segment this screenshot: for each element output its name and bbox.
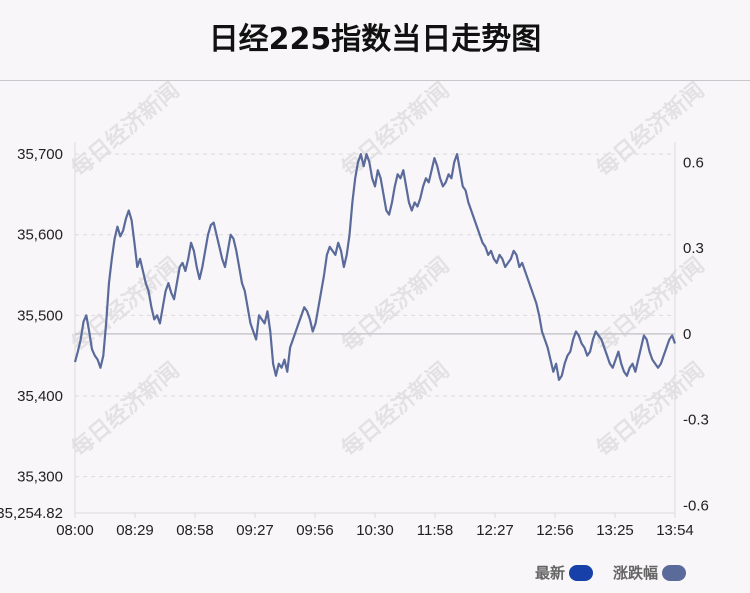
x-tick-label: 08:00 [56,522,94,539]
watermark-text: 每日经济新闻 [67,252,185,357]
y-left-tick-label: 35,300 [17,469,63,486]
y-right-tick-label: 0.6 [683,154,704,171]
title-divider [0,80,750,81]
legend-label-latest: 最新 [534,564,565,582]
legend: 最新 涨跌幅 [535,562,686,583]
watermark-text: 每日经济新闻 [592,252,710,357]
legend-swatch-change [662,564,686,581]
y-right-tick-label: 0 [683,326,691,343]
series-line [73,152,677,381]
watermark-text: 每日经济新闻 [337,357,455,462]
x-tick-label: 08:58 [176,522,214,539]
watermark-text: 每日经济新闻 [592,357,710,462]
watermark-text: 每日经济新闻 [337,252,455,357]
x-tick-label: 08:29 [116,522,154,539]
y-right-tick-label: -0.6 [683,497,709,514]
y-left-tick-label: 35,400 [17,388,63,405]
x-tick-label: 13:25 [596,522,634,539]
x-tick-label: 13:54 [656,522,694,539]
y-left-tick-label: 35,254.82 [0,505,63,522]
watermark-text: 每日经济新闻 [67,77,185,182]
x-tick-label: 11:58 [417,522,453,539]
y-axis-right-ticks: 0.6 0.3 0 -0.3 -0.6 [683,154,709,514]
legend-label-change: 涨跌幅 [612,564,658,582]
y-left-tick-label: 35,600 [17,227,63,244]
chart-title: 日经225指数当日走势图 [208,22,542,57]
x-tick-label: 10:30 [356,522,394,539]
x-tick-label: 12:56 [536,522,574,539]
y-right-tick-label: -0.3 [683,412,709,429]
y-left-tick-label: 35,500 [17,307,63,324]
y-right-tick-label: 0.3 [683,240,704,257]
y-left-tick-label: 35,700 [17,146,63,163]
x-tick-label: 09:56 [296,522,334,539]
watermark-text: 每日经济新闻 [67,357,185,462]
x-axis-ticks: 08:00 08:29 08:58 09:27 09:56 10:30 11:58 12:27… [56,513,694,539]
x-tick-label: 09:27 [236,522,274,539]
legend-swatch-latest [568,564,593,581]
y-axis-left-ticks: 35,700 35,600 35,500 35,400 35,300 35,254.82 [0,146,63,522]
x-tick-label: 12:27 [476,522,514,539]
